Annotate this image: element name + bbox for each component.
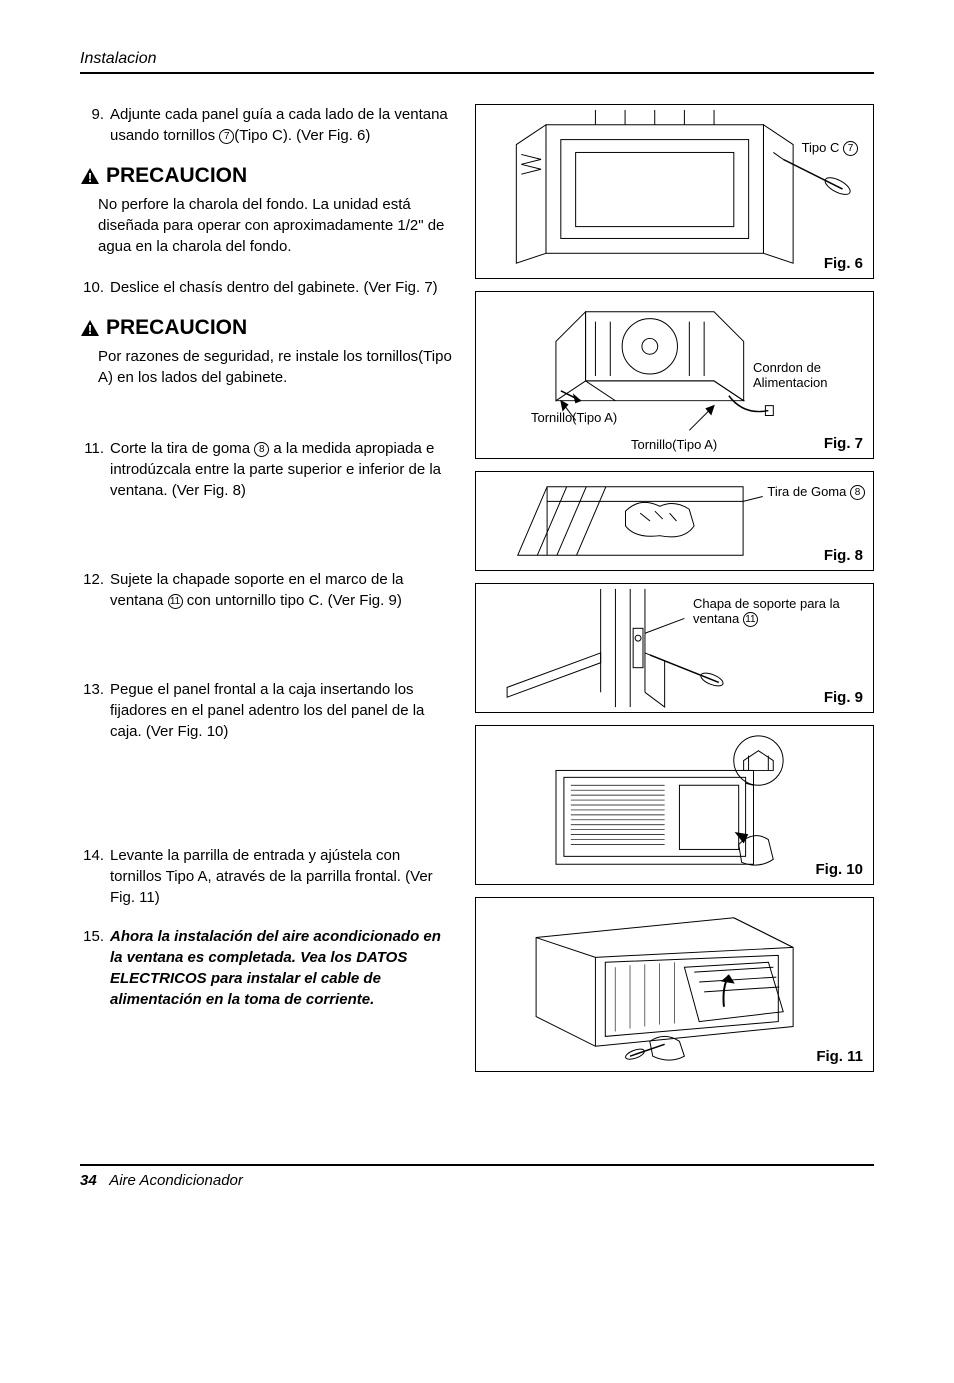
figure-10-diagram xyxy=(476,726,873,884)
caution-heading: ! PRECAUCION xyxy=(80,316,455,340)
step-text: Sujete la chapade soporte en el marco de… xyxy=(110,569,455,611)
figure-10: Fig. 10 xyxy=(475,725,874,885)
figure-6-diagram xyxy=(476,105,873,278)
step-text: Corte la tira de goma 8 a la medida apro… xyxy=(110,438,455,501)
step-num: 13. xyxy=(80,679,110,742)
svg-text:!: ! xyxy=(88,170,92,185)
figure-label: Fig. 7 xyxy=(824,435,863,452)
figure-label: Fig. 8 xyxy=(824,547,863,564)
figure-6: Tipo C 7 Fig. 6 xyxy=(475,104,874,279)
step-text: Adjunte cada panel guía a cada lado de l… xyxy=(110,104,455,146)
figure-11-diagram xyxy=(476,898,873,1071)
figure-7-annot3: Tornillo(Tipo A) xyxy=(631,437,717,452)
ref-11: 11 xyxy=(168,594,183,609)
page-number: 34 xyxy=(80,1172,97,1189)
step-10: 10. Deslice el chasís dentro del gabinet… xyxy=(80,277,455,298)
figure-8-annot: Tira de Goma 8 xyxy=(767,484,865,500)
figure-11: Fig. 11 xyxy=(475,897,874,1072)
footer-title: Aire Acondicionador xyxy=(109,1172,243,1189)
figure-6-annot: Tipo C 7 xyxy=(802,140,858,156)
section-header: Instalacion xyxy=(80,50,874,74)
step-9: 9. Adjunte cada panel guía a cada lado d… xyxy=(80,104,455,146)
page-footer: 34 Aire Acondicionador xyxy=(80,1164,874,1189)
step-text: Ahora la instalación del aire acondicion… xyxy=(110,926,455,1010)
step-text: Pegue el panel frontal a la caja inserta… xyxy=(110,679,455,742)
ref-7: 7 xyxy=(219,129,234,144)
figure-7-annot2: Tornillo(Tipo A) xyxy=(531,410,617,425)
warning-icon: ! xyxy=(80,319,100,337)
step-num: 14. xyxy=(80,845,110,908)
warning-icon: ! xyxy=(80,167,100,185)
step-text: Levante la parrilla de entrada y ajústel… xyxy=(110,845,455,908)
step-num: 9. xyxy=(80,104,110,146)
step-12: 12. Sujete la chapade soporte en el marc… xyxy=(80,569,455,611)
figure-label: Fig. 6 xyxy=(824,255,863,272)
figures-column: Tipo C 7 Fig. 6 xyxy=(475,104,874,1084)
figure-label: Fig. 10 xyxy=(815,861,863,878)
instructions-column: 9. Adjunte cada panel guía a cada lado d… xyxy=(80,104,455,1084)
step-num: 12. xyxy=(80,569,110,611)
step-13: 13. Pegue el panel frontal a la caja ins… xyxy=(80,679,455,742)
figure-9: Chapa de soporte para la ventana 11 Fig.… xyxy=(475,583,874,713)
figure-8: Tira de Goma 8 Fig. 8 xyxy=(475,471,874,571)
step-num: 15. xyxy=(80,926,110,1010)
ref-8: 8 xyxy=(254,442,269,457)
figure-label: Fig. 9 xyxy=(824,689,863,706)
caution-heading: ! PRECAUCION xyxy=(80,164,455,188)
step-14: 14. Levante la parrilla de entrada y ajú… xyxy=(80,845,455,908)
caution-body: Por razones de seguridad, re instale los… xyxy=(98,346,455,388)
figure-7: Conrdon de Alimentacion Tornillo(Tipo A)… xyxy=(475,291,874,459)
step-text: Deslice el chasís dentro del gabinete. (… xyxy=(110,277,455,298)
svg-text:!: ! xyxy=(88,322,92,337)
step-num: 10. xyxy=(80,277,110,298)
figure-7-annot1: Conrdon de Alimentacion xyxy=(753,360,863,390)
step-num: 11. xyxy=(80,438,110,501)
step-15: 15. Ahora la instalación del aire acondi… xyxy=(80,926,455,1010)
caution-body: No perfore la charola del fondo. La unid… xyxy=(98,194,455,257)
step-11: 11. Corte la tira de goma 8 a la medida … xyxy=(80,438,455,501)
figure-9-annot: Chapa de soporte para la ventana 11 xyxy=(693,596,863,627)
figure-label: Fig. 11 xyxy=(816,1048,863,1065)
